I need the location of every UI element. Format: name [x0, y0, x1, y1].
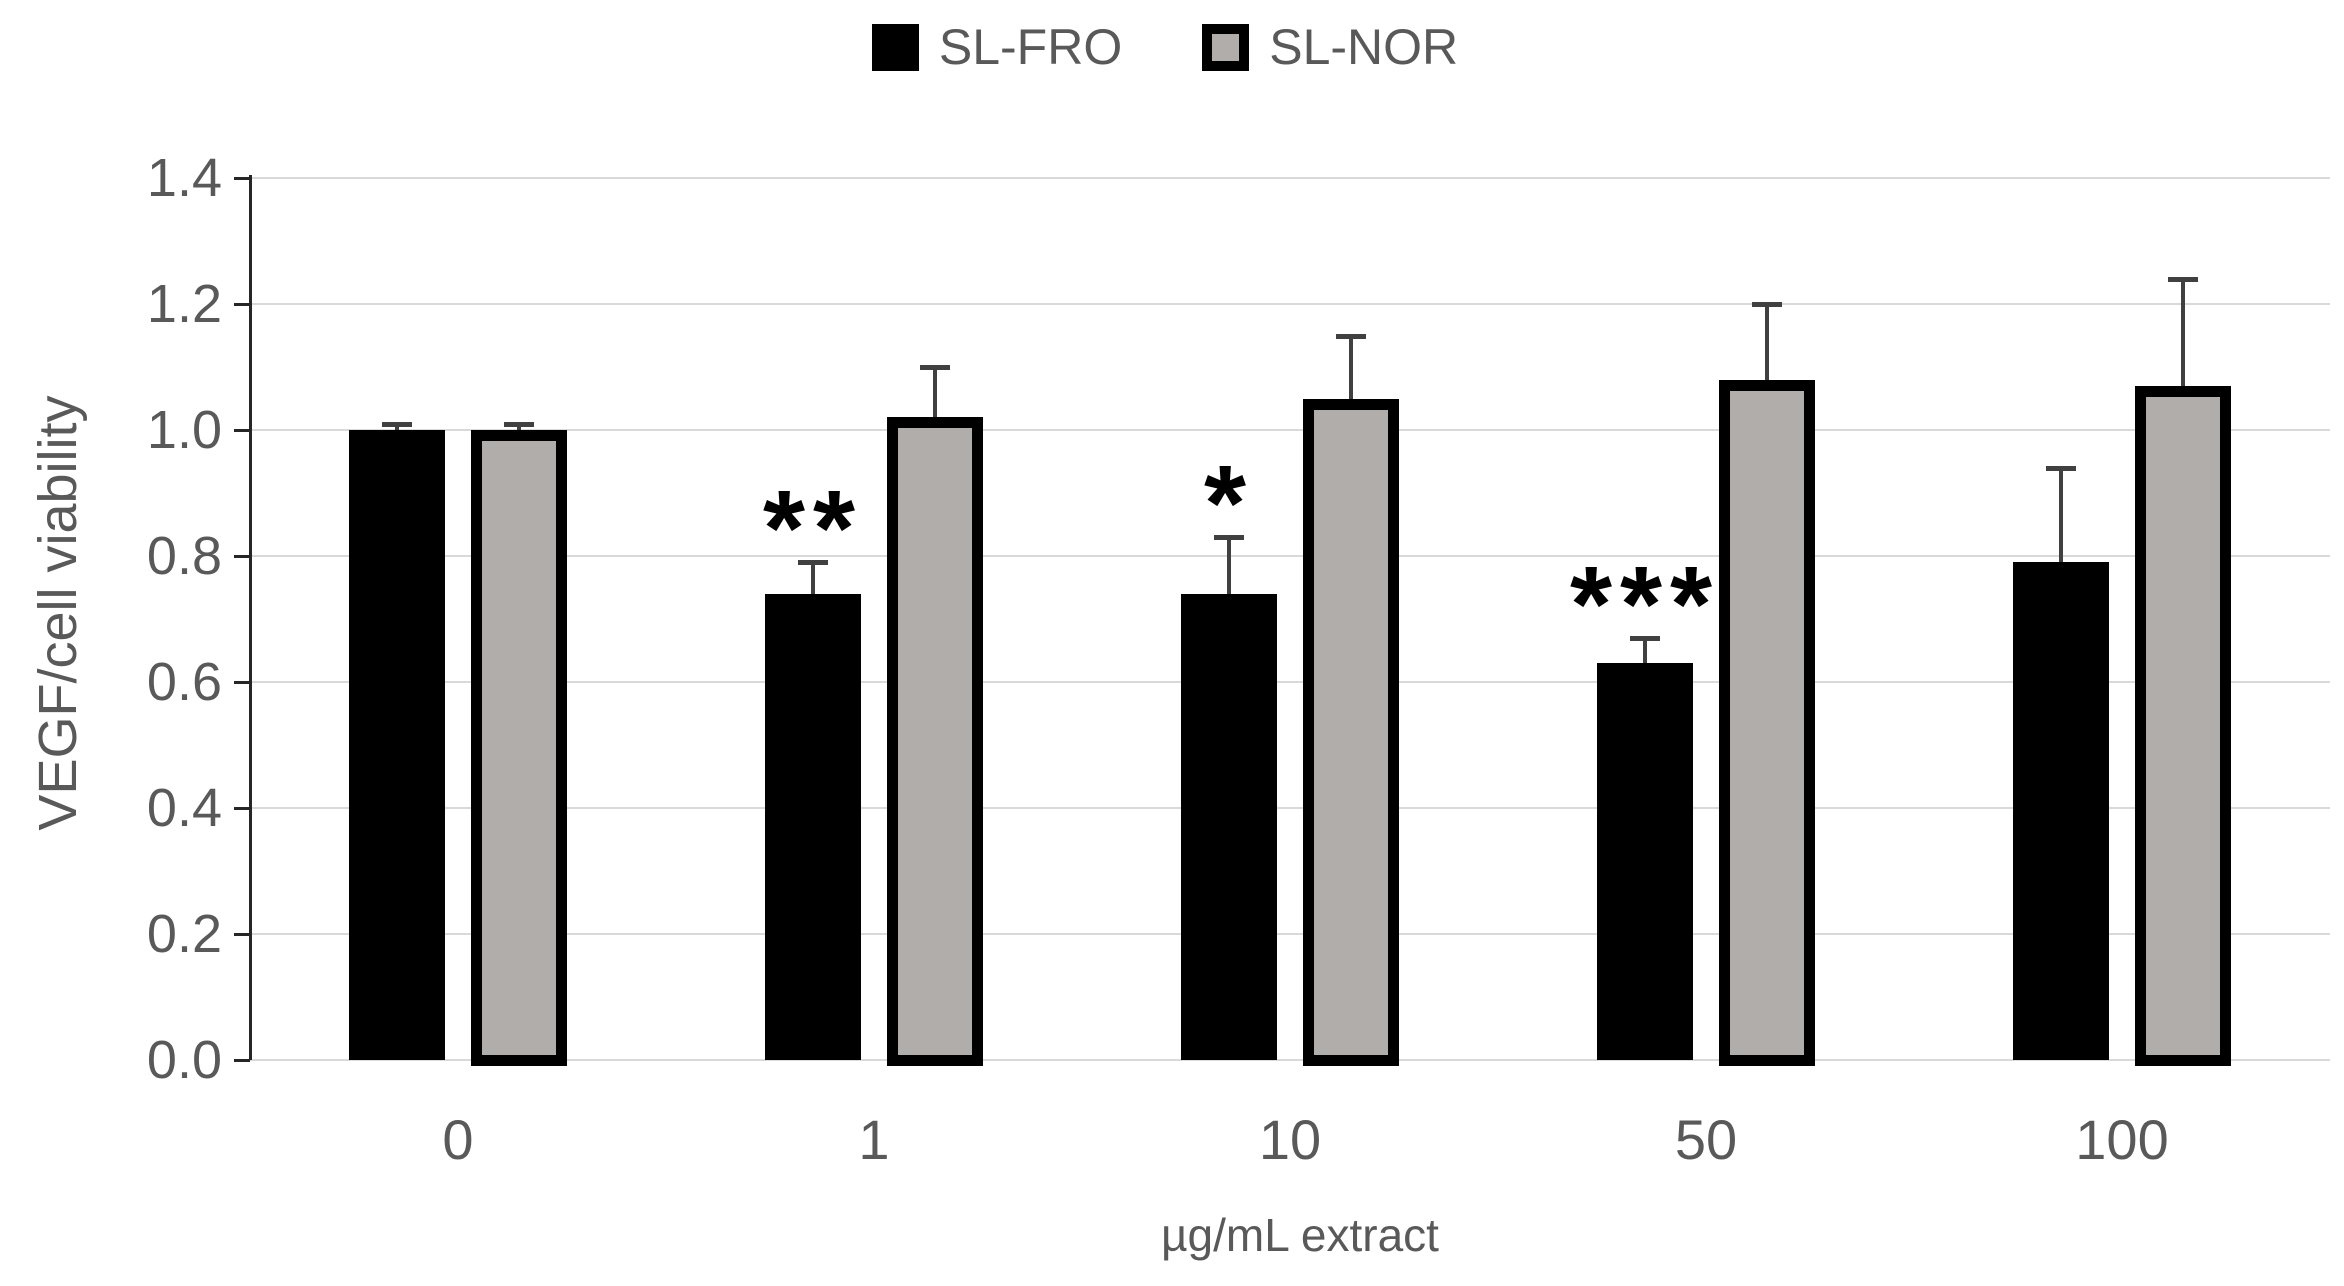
gridline — [250, 429, 2330, 431]
error-bar-stem — [1349, 335, 1353, 399]
y-tick-mark — [234, 303, 250, 306]
y-tick-label: 1.4 — [146, 148, 222, 208]
error-bar-cap — [1630, 635, 1660, 641]
x-tick-label: 10 — [1258, 1108, 1322, 1171]
y-tick-label: 1.2 — [146, 274, 222, 334]
bar-sl-fro-0 — [349, 430, 445, 1060]
y-tick-label: 0.2 — [146, 904, 222, 964]
error-bar-cap — [2168, 276, 2198, 282]
legend-swatch-sl-fro — [871, 23, 919, 71]
bar-sl-fro-1 — [765, 593, 861, 1060]
x-tick-label: 100 — [2075, 1108, 2169, 1171]
error-bar-stem — [811, 562, 815, 594]
gridline — [250, 1059, 2330, 1061]
error-bar-stem — [1765, 304, 1769, 380]
y-tick-mark — [234, 933, 250, 936]
error-bar-cap — [504, 421, 534, 427]
gridline — [250, 807, 2330, 809]
error-bar-stem — [933, 367, 937, 418]
y-tick-mark — [234, 555, 250, 558]
y-tick-label: 0.6 — [146, 652, 222, 712]
x-tick-label: 0 — [442, 1108, 474, 1171]
error-bar-stem — [2059, 467, 2063, 563]
bar-sl-nor-100 — [2135, 385, 2231, 1066]
x-axis-title: µg/mL extract — [1161, 1209, 1439, 1261]
bar-sl-nor-1 — [887, 417, 983, 1066]
error-bar-stem — [1643, 637, 1647, 664]
bar-sl-fro-10 — [1181, 593, 1277, 1060]
error-bar-cap — [798, 560, 828, 566]
bar-sl-nor-50 — [1719, 379, 1815, 1066]
error-bar-stem — [395, 423, 399, 430]
gridline — [250, 681, 2330, 683]
y-tick-mark — [234, 1059, 250, 1062]
y-tick-label: 0.0 — [146, 1030, 222, 1090]
gridline — [250, 555, 2330, 557]
error-bar-cap — [1336, 333, 1366, 339]
legend-swatch-sl-nor — [1202, 23, 1250, 71]
y-tick-mark — [234, 681, 250, 684]
x-tick-label: 50 — [1674, 1108, 1738, 1171]
significance-marker: *** — [1569, 542, 1721, 664]
error-bar-cap — [2046, 465, 2076, 471]
legend-label: SL-FRO — [938, 19, 1123, 75]
error-bar-cap — [382, 421, 412, 427]
error-bar-stem — [2181, 278, 2185, 386]
bar-sl-nor-10 — [1303, 398, 1399, 1066]
x-tick-label: 1 — [858, 1108, 890, 1171]
bar-sl-nor-0 — [471, 430, 567, 1066]
chart-legend: SL-FRO SL-NOR — [0, 22, 2330, 72]
error-bar-cap — [920, 365, 950, 370]
bar-sl-fro-50 — [1597, 663, 1693, 1060]
gridline — [250, 933, 2330, 935]
y-tick-label: 0.4 — [146, 778, 222, 838]
error-bar-cap — [1752, 302, 1782, 307]
gridline — [250, 177, 2330, 179]
gridline — [250, 303, 2330, 305]
legend-label: SL-NOR — [1269, 19, 1459, 75]
legend-item-sl-nor: SL-NOR — [1202, 22, 1458, 72]
y-tick-mark — [234, 807, 250, 810]
y-tick-label: 0.8 — [146, 526, 222, 586]
error-bar-stem — [1227, 537, 1231, 594]
significance-marker: ** — [762, 467, 864, 589]
y-tick-mark — [234, 177, 250, 180]
error-bar-cap — [1214, 535, 1244, 541]
significance-marker: * — [1203, 442, 1255, 564]
y-axis-line — [249, 175, 252, 1060]
error-bar-stem — [517, 423, 521, 430]
y-tick-label: 1.0 — [146, 400, 222, 460]
bar-sl-fro-100 — [2013, 562, 2109, 1060]
legend-item-sl-fro: SL-FRO — [871, 19, 1123, 75]
y-tick-mark — [234, 429, 250, 432]
y-axis-title: VEGF/cell viability — [28, 395, 88, 831]
